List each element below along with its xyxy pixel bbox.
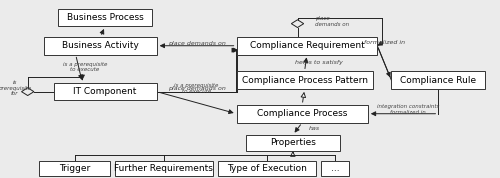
FancyBboxPatch shape bbox=[54, 83, 156, 100]
Text: Type of Execution: Type of Execution bbox=[227, 164, 307, 172]
Text: place
demands on: place demands on bbox=[316, 16, 350, 27]
Text: is
prerequisite
for: is prerequisite for bbox=[0, 80, 31, 96]
FancyBboxPatch shape bbox=[321, 161, 349, 176]
Text: is a prerequisite
to execute: is a prerequisite to execute bbox=[63, 62, 107, 72]
FancyBboxPatch shape bbox=[236, 37, 378, 55]
Text: is a prerequisite
to execute: is a prerequisite to execute bbox=[174, 83, 219, 93]
Text: Compliance Rule: Compliance Rule bbox=[400, 76, 476, 85]
Text: IT Component: IT Component bbox=[74, 87, 137, 96]
FancyBboxPatch shape bbox=[218, 161, 316, 176]
Text: Compliance Requirement: Compliance Requirement bbox=[250, 41, 364, 50]
FancyBboxPatch shape bbox=[114, 161, 213, 176]
Text: Business Process: Business Process bbox=[67, 13, 144, 22]
Text: formalized in: formalized in bbox=[364, 40, 405, 45]
Text: helps to satisfy: helps to satisfy bbox=[294, 61, 343, 66]
FancyBboxPatch shape bbox=[392, 71, 485, 89]
Text: Compliance Process: Compliance Process bbox=[257, 109, 348, 118]
Text: ...: ... bbox=[331, 164, 340, 172]
FancyBboxPatch shape bbox=[236, 105, 368, 123]
Text: Business Activity: Business Activity bbox=[62, 41, 139, 50]
Text: integration constraints
formalized in: integration constraints formalized in bbox=[376, 104, 439, 115]
Text: place demands on: place demands on bbox=[168, 41, 226, 46]
Text: Properties: Properties bbox=[270, 138, 316, 147]
Text: Compliance Process Pattern: Compliance Process Pattern bbox=[242, 76, 368, 85]
Text: has: has bbox=[308, 126, 320, 131]
FancyBboxPatch shape bbox=[236, 71, 372, 89]
FancyBboxPatch shape bbox=[246, 135, 340, 151]
FancyBboxPatch shape bbox=[58, 9, 152, 26]
FancyBboxPatch shape bbox=[40, 161, 110, 176]
FancyBboxPatch shape bbox=[44, 37, 156, 55]
Text: place demands on: place demands on bbox=[168, 86, 226, 91]
Text: Further Requirements: Further Requirements bbox=[114, 164, 213, 172]
Text: Trigger: Trigger bbox=[59, 164, 90, 172]
